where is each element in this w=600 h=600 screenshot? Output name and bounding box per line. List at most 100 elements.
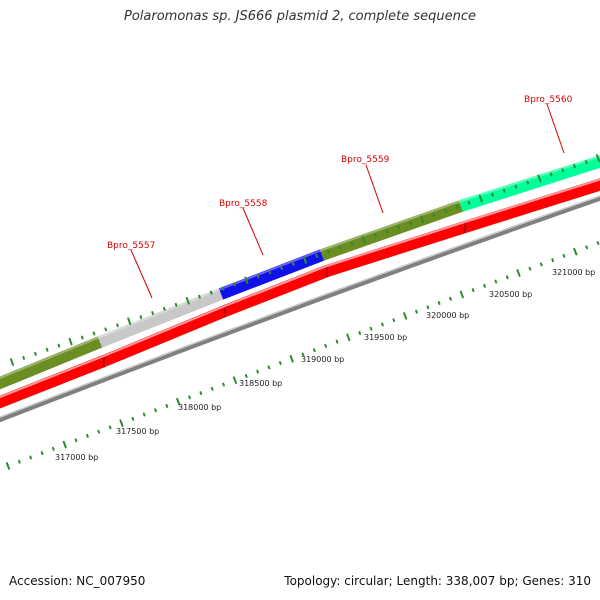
major-tick — [244, 276, 249, 285]
major-tick — [361, 235, 366, 244]
gene-bar-Bpro_5559[interactable] — [320, 200, 463, 261]
minor-tick — [267, 365, 271, 370]
minor-tick — [108, 425, 112, 430]
minor-tick — [369, 326, 373, 331]
gene-label-Bpro_5560[interactable]: Bpro_5560 — [524, 95, 573, 105]
major-tick — [459, 290, 464, 299]
minor-tick — [338, 245, 342, 250]
minor-tick — [432, 213, 436, 218]
reverse-gene-highlight — [0, 178, 600, 399]
gene-bar-Bpro_5557[interactable] — [97, 288, 224, 348]
reverse-gene-3[interactable] — [222, 265, 330, 317]
minor-tick — [45, 347, 49, 352]
gene-label-Bpro_5558[interactable]: Bpro_5558 — [219, 199, 268, 209]
minor-tick — [471, 288, 475, 293]
minor-tick — [551, 258, 554, 263]
forward-gene-highlight — [0, 155, 600, 380]
minor-tick — [585, 160, 588, 164]
minor-tick — [97, 429, 101, 434]
minor-tick — [374, 233, 377, 238]
minor-tick — [154, 408, 157, 413]
major-tick — [185, 297, 190, 305]
gene-label-Bpro_5557[interactable]: Bpro_5557 — [107, 241, 155, 251]
minor-tick — [199, 391, 203, 395]
minor-tick — [444, 209, 447, 213]
major-tick — [176, 397, 181, 406]
minor-tick — [151, 311, 154, 315]
callout-line-Bpro_5558 — [242, 207, 264, 256]
minor-tick — [585, 245, 588, 250]
minor-tick — [81, 335, 84, 340]
minor-tick — [292, 262, 295, 266]
reverse-gene-4[interactable] — [325, 221, 467, 277]
minor-tick — [22, 356, 25, 360]
minor-tick — [350, 241, 354, 246]
minor-tick — [280, 266, 283, 271]
minor-tick — [514, 184, 518, 189]
minor-tick — [502, 188, 506, 193]
minor-tick — [539, 262, 543, 267]
minor-tick — [210, 386, 214, 391]
major-tick — [303, 256, 307, 264]
minor-tick — [52, 446, 55, 451]
major-tick — [516, 269, 521, 277]
minor-tick — [358, 331, 362, 335]
minor-tick — [198, 294, 201, 299]
minor-tick — [596, 241, 600, 245]
major-tick — [62, 440, 67, 449]
minor-tick — [256, 274, 260, 279]
bp-label: 318000 bp — [178, 403, 221, 412]
minor-tick — [409, 221, 412, 226]
reverse-gene-2[interactable] — [101, 305, 228, 367]
minor-tick — [165, 404, 169, 408]
callout-line-Bpro_5560 — [546, 103, 565, 154]
sequence-summary: Topology: circular; Length: 338,007 bp; … — [284, 574, 591, 588]
map-title: Polaromonas sp. JS666 plasmid 2, complet… — [123, 9, 476, 24]
minor-tick — [313, 348, 316, 353]
major-tick — [289, 355, 294, 363]
bp-label: 321000 bp — [552, 268, 595, 277]
minor-tick — [437, 301, 441, 305]
minor-tick — [526, 180, 529, 185]
accession-label: Accession: NC_007950 — [9, 574, 146, 588]
minor-tick — [397, 225, 401, 230]
minor-tick — [483, 283, 486, 288]
minor-tick — [188, 395, 191, 400]
minor-tick — [209, 290, 213, 295]
minor-tick — [86, 434, 89, 438]
minor-tick — [268, 270, 272, 275]
major-tick — [119, 419, 124, 427]
gene-bar-Bpro_5560[interactable] — [459, 155, 600, 212]
minor-tick — [573, 164, 576, 169]
major-tick — [420, 215, 425, 223]
minor-tick — [549, 172, 553, 177]
minor-tick — [324, 344, 327, 348]
minor-tick — [131, 416, 135, 421]
reverse-gene-1[interactable] — [0, 355, 107, 409]
major-tick — [127, 317, 132, 325]
minor-tick — [335, 339, 339, 344]
bp-label: 317000 bp — [55, 453, 98, 462]
minor-tick — [279, 361, 282, 365]
backbone-highlight — [0, 195, 600, 418]
major-tick — [5, 462, 11, 470]
forward-gene-olive-left[interactable] — [0, 336, 103, 390]
reverse-strand-genes — [0, 178, 600, 409]
minor-tick — [494, 279, 498, 284]
bp-label: 320000 bp — [426, 311, 469, 320]
reverse-gene-5[interactable] — [463, 178, 600, 233]
minor-tick — [528, 266, 532, 271]
outer-tick-row — [10, 154, 600, 366]
bp-label: 318500 bp — [239, 379, 282, 388]
backbone-line — [0, 196, 600, 423]
gene-callouts: Bpro_5557 Bpro_5558 Bpro_5559 Bpro_5560 — [107, 95, 573, 299]
minor-tick — [426, 305, 430, 310]
minor-tick — [449, 296, 452, 301]
minor-tick — [244, 374, 248, 378]
major-tick — [573, 247, 578, 256]
gene-label-Bpro_5559[interactable]: Bpro_5559 — [341, 155, 390, 165]
minor-tick — [381, 322, 384, 327]
minor-tick — [385, 229, 389, 234]
minor-tick — [327, 249, 330, 254]
